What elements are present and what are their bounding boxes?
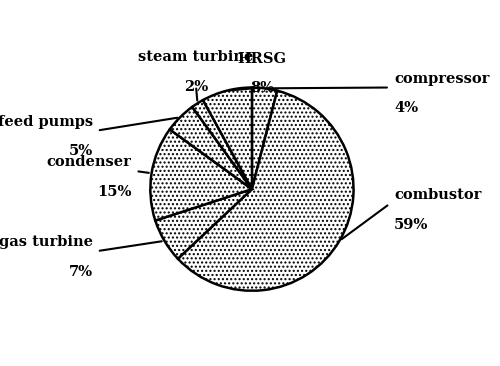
Text: 59%: 59%	[394, 217, 428, 232]
Wedge shape	[192, 100, 252, 189]
Text: 7%: 7%	[68, 265, 92, 279]
Text: 4%: 4%	[394, 101, 418, 115]
Text: HRSG: HRSG	[238, 52, 287, 66]
Wedge shape	[203, 87, 252, 189]
Wedge shape	[156, 189, 252, 259]
Text: condenser: condenser	[46, 155, 132, 169]
Wedge shape	[252, 87, 277, 189]
Text: gas turbine: gas turbine	[0, 235, 92, 249]
Text: feed pumps: feed pumps	[0, 115, 92, 129]
Text: 8%: 8%	[250, 82, 274, 96]
Text: compressor: compressor	[394, 72, 490, 86]
Wedge shape	[150, 130, 252, 221]
Wedge shape	[170, 107, 252, 189]
Text: steam turbine: steam turbine	[138, 50, 254, 64]
Wedge shape	[178, 91, 354, 291]
Text: combustor: combustor	[394, 188, 482, 202]
Text: 2%: 2%	[184, 80, 208, 94]
Text: 15%: 15%	[97, 185, 132, 199]
Text: 5%: 5%	[68, 144, 92, 158]
